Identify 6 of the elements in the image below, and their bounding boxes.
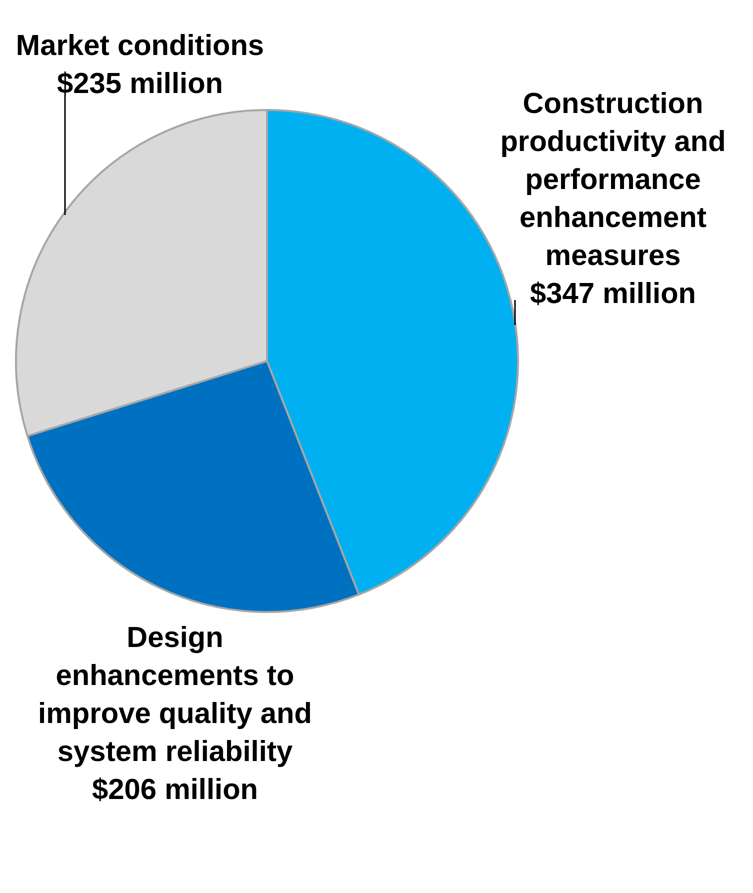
slice-label: Market conditions <box>16 30 264 62</box>
data-label: $347 million <box>530 278 696 310</box>
data-label: $206 million <box>92 774 258 806</box>
data-label: $235 million <box>56 68 224 100</box>
slice-label: Design enhancements to improve quality and system reliability <box>38 622 312 768</box>
slice-label: Construction productivity and performance enhancement measures <box>500 88 726 272</box>
